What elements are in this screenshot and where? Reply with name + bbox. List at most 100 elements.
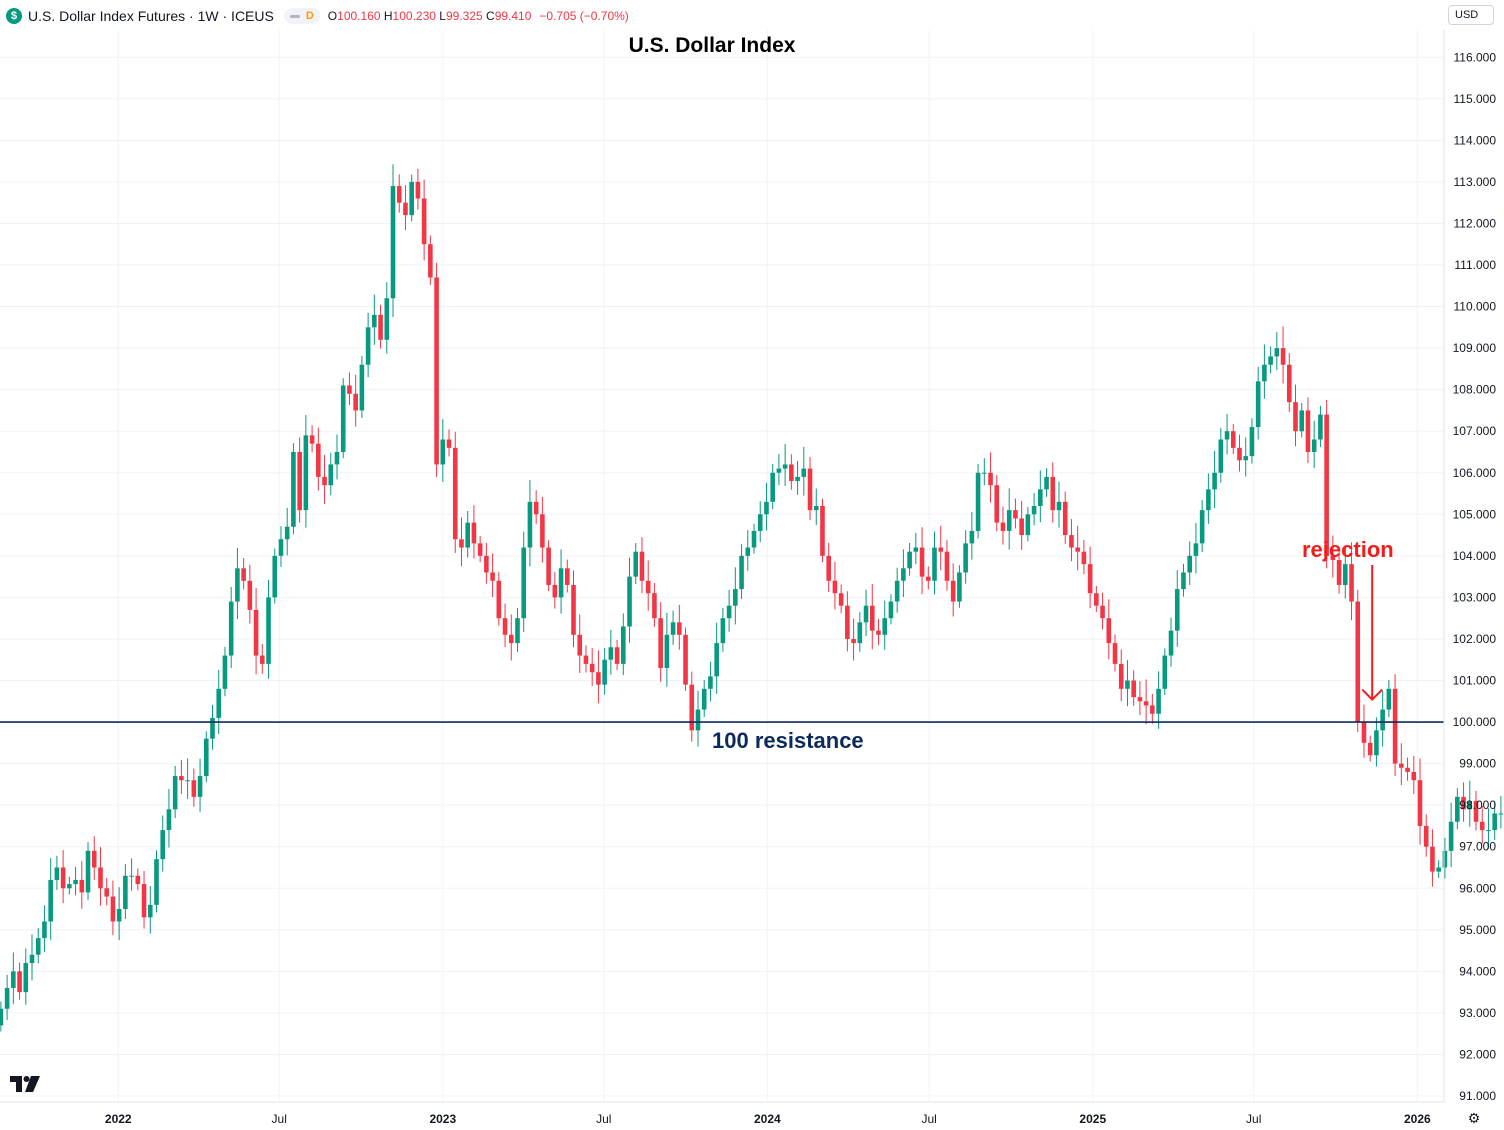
arrow-head xyxy=(1361,688,1383,701)
delayed-data-badge: D xyxy=(305,10,314,22)
candle-body xyxy=(372,314,377,328)
candle-body xyxy=(79,879,85,893)
candle-body xyxy=(1355,601,1361,723)
candle-body xyxy=(0,1008,4,1026)
candle-body xyxy=(203,738,209,777)
symbol-name[interactable]: U.S. Dollar Index Futures · 1W · ICEUS xyxy=(28,8,274,24)
candle-body xyxy=(1411,771,1417,781)
candle-body xyxy=(1492,813,1497,831)
candle-body xyxy=(1286,364,1292,403)
candle-body xyxy=(869,605,875,631)
candle-body xyxy=(471,522,477,544)
y-tick-label: 113.000 xyxy=(1454,175,1497,189)
candle-body xyxy=(677,622,682,635)
y-tick-label: 97.000 xyxy=(1459,840,1496,854)
candle-body xyxy=(1237,447,1242,461)
candle-body xyxy=(533,501,539,515)
candle-body xyxy=(901,568,906,581)
candle-body xyxy=(720,618,726,644)
candle-body xyxy=(571,584,576,635)
candle-body xyxy=(1062,501,1068,536)
candle-body xyxy=(1455,796,1460,822)
candle-body xyxy=(913,547,919,552)
candle-body xyxy=(757,514,763,531)
candle-body xyxy=(521,547,527,619)
candle-body xyxy=(284,526,290,540)
candle-body xyxy=(434,277,439,465)
candle-body xyxy=(564,568,570,585)
candle-body xyxy=(1038,489,1043,506)
candle-body xyxy=(1448,821,1454,851)
y-tick-label: 104.000 xyxy=(1453,549,1497,563)
candle-body xyxy=(73,879,78,885)
candle-body xyxy=(60,867,66,889)
candle-body xyxy=(67,884,72,889)
rejection-arrow xyxy=(1361,565,1383,701)
candle-body xyxy=(1193,543,1199,556)
candle-body xyxy=(925,576,931,581)
candle-body xyxy=(1218,439,1224,473)
candle-body xyxy=(477,543,483,556)
data-status-pill[interactable]: D xyxy=(283,8,320,24)
candle-body xyxy=(1069,535,1074,548)
candle-body xyxy=(975,472,981,531)
candle-body xyxy=(1330,555,1336,561)
y-tick-label: 107.000 xyxy=(1453,424,1497,438)
dollar-symbol-icon: $ xyxy=(6,8,22,24)
x-tick-label: 2023 xyxy=(429,1112,456,1126)
candle-body xyxy=(228,601,234,656)
candle-body xyxy=(216,688,222,718)
high-value: 100.230 xyxy=(392,9,436,23)
candle-body xyxy=(403,202,408,216)
candle-body xyxy=(48,879,53,922)
candle-body xyxy=(1467,800,1473,810)
candle-body xyxy=(689,684,695,731)
candle-body xyxy=(645,580,651,594)
tradingview-logo-icon[interactable] xyxy=(10,1076,42,1092)
candle-body xyxy=(1019,518,1024,536)
candle-body xyxy=(627,576,632,627)
candle-body xyxy=(1075,547,1080,552)
candle-body xyxy=(1143,701,1149,706)
close-value: 99.410 xyxy=(494,9,532,23)
y-tick-label: 102.000 xyxy=(1453,632,1497,646)
candle-body xyxy=(857,622,863,644)
x-tick-label: 2025 xyxy=(1079,1112,1106,1126)
open-label: O xyxy=(327,9,338,23)
candle-body xyxy=(1498,813,1504,815)
candle-body xyxy=(988,472,993,486)
settings-gear-icon[interactable]: ⚙ xyxy=(1467,1110,1481,1126)
currency-selector[interactable]: USD xyxy=(1448,5,1494,25)
candle-body xyxy=(633,551,639,577)
candle-body xyxy=(266,597,271,664)
candle-body xyxy=(1479,821,1485,831)
candle-body xyxy=(764,501,769,515)
candle-body xyxy=(851,638,856,644)
candle-body xyxy=(1050,476,1056,511)
candle-body xyxy=(583,655,589,664)
candle-body xyxy=(29,954,35,964)
candle-body xyxy=(378,314,383,340)
candle-body xyxy=(154,859,159,905)
candle-body xyxy=(589,663,595,673)
candle-body xyxy=(577,634,583,656)
candle-body xyxy=(1199,510,1205,544)
y-tick-label: 115.000 xyxy=(1454,92,1497,106)
candle-body xyxy=(1399,763,1404,768)
candle-body xyxy=(452,447,458,540)
candle-body xyxy=(129,875,134,877)
candle-body xyxy=(1025,514,1031,536)
y-tick-label: 91.000 xyxy=(1459,1089,1496,1103)
dash-icon xyxy=(289,14,300,18)
candle-body xyxy=(1206,489,1211,511)
candle-body xyxy=(253,609,259,656)
y-tick-label: 108.000 xyxy=(1453,383,1497,397)
candle-body xyxy=(770,472,775,502)
candle-body xyxy=(658,618,663,669)
y-tick-label: 92.000 xyxy=(1459,1047,1496,1061)
candle-body xyxy=(708,676,713,689)
candle-body xyxy=(1349,564,1354,602)
close-label: C xyxy=(486,9,495,23)
candle-body xyxy=(1461,796,1466,810)
